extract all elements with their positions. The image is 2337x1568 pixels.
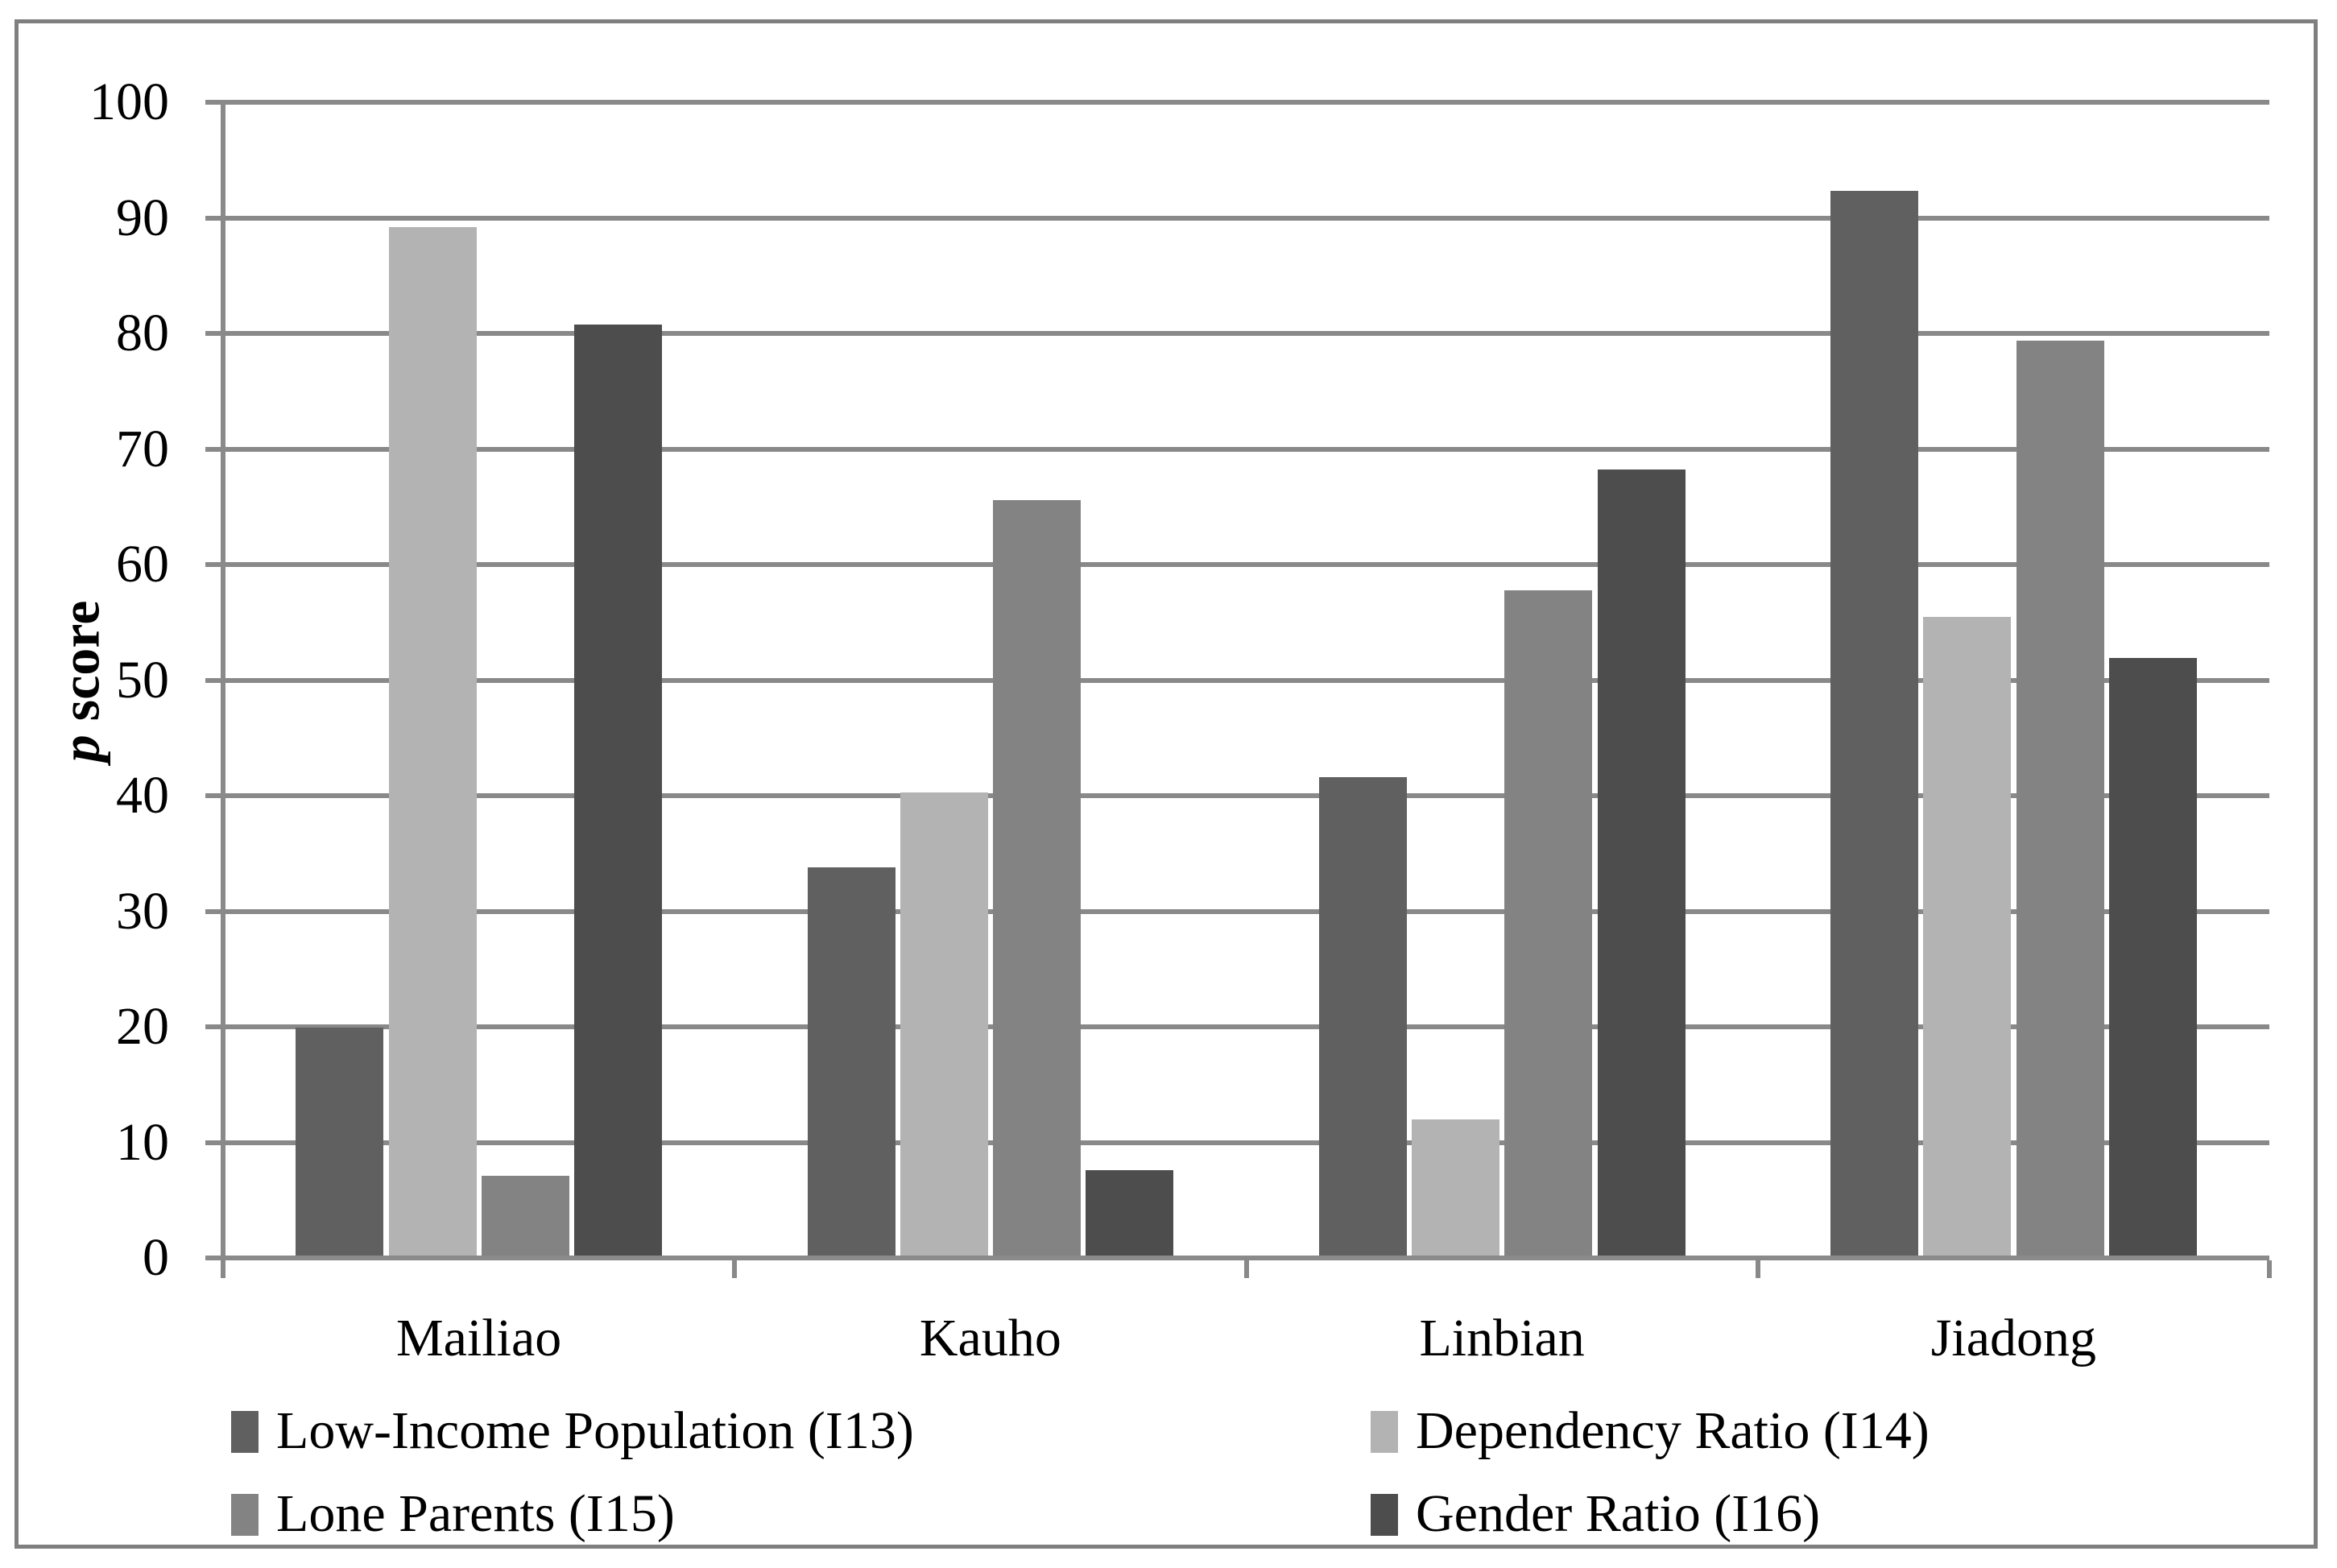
y-tick-label-10: 10 [116,1112,169,1172]
y-axis-tick-80 [205,331,223,336]
bar-linbian-i15 [1504,590,1593,1256]
bar-mailiao-i16 [574,324,662,1256]
gridline-20 [223,1024,2269,1029]
y-axis-title-regular-part: score [49,600,111,735]
y-axis-title-italic-part: p [49,734,111,763]
category-label-mailiao: Mailiao [395,1309,562,1367]
y-tick-label-0: 0 [143,1228,169,1287]
y-axis-title: p score [49,601,113,763]
category-label-linbian: Linbian [1419,1309,1585,1367]
bar-jiadong-i14 [1923,616,2012,1256]
gridline-40 [223,793,2269,798]
bar-kauho-i14 [900,792,988,1256]
legend-label-i13: Low-Income Population (I13) [276,1401,914,1460]
y-tick-label-90: 90 [116,188,169,247]
gridline-80 [223,331,2269,336]
bar-linbian-i16 [1597,470,1686,1256]
gridline-90 [223,215,2269,221]
y-axis-tick-90 [205,215,223,221]
y-axis-tick-10 [205,1140,223,1145]
gridline-70 [223,446,2269,452]
x-axis-boundary-tick-2 [1243,1260,1249,1278]
y-tick-label-80: 80 [116,304,169,362]
y-axis-tick-70 [205,446,223,452]
bar-kauho-i16 [1086,1169,1174,1256]
x-axis-boundary-tick-3 [1755,1260,1760,1278]
legend-swatch-i16 [1371,1494,1398,1536]
y-axis-tick-40 [205,793,223,798]
gridline-50 [223,677,2269,683]
bar-mailiao-i13 [296,1028,384,1256]
y-axis-tick-60 [205,562,223,567]
y-axis-line [221,100,225,1275]
category-label-kauho: Kauho [919,1309,1061,1367]
bar-mailiao-i15 [481,1176,569,1256]
x-axis-line [205,1256,2269,1260]
legend-swatch-i13 [231,1411,259,1453]
y-tick-label-70: 70 [116,419,169,478]
gridline-100 [223,100,2269,105]
x-axis-boundary-tick-1 [732,1260,738,1278]
bar-kauho-i15 [993,499,1081,1256]
gridline-10 [223,1140,2269,1145]
legend-swatch-i14 [1371,1411,1398,1453]
y-tick-label-40: 40 [116,766,169,825]
legend-swatch-i15 [231,1494,259,1536]
gridline-30 [223,908,2269,914]
y-tick-label-20: 20 [116,997,169,1056]
bar-jiadong-i16 [2108,658,2197,1256]
legend-item-i16: Gender Ratio (I16) [1371,1482,1820,1546]
y-tick-label-30: 30 [116,881,169,941]
bar-mailiao-i14 [388,226,477,1256]
legend-label-i15: Lone Parents (I15) [276,1484,675,1543]
y-axis-tick-20 [205,1024,223,1029]
y-axis-tick-50 [205,677,223,683]
y-tick-label-50: 50 [116,650,169,710]
legend-item-i14: Dependency Ratio (I14) [1371,1399,1930,1463]
bar-jiadong-i15 [2016,340,2104,1256]
x-axis-boundary-tick-4 [2267,1260,2272,1278]
x-axis-boundary-tick-0 [221,1260,225,1278]
y-axis-tick-100 [205,100,223,105]
bar-jiadong-i13 [1830,191,1918,1256]
gridline-60 [223,562,2269,567]
legend-item-i13: Low-Income Population (I13) [231,1399,914,1463]
y-axis-tick-30 [205,908,223,914]
bar-linbian-i13 [1318,777,1407,1256]
category-label-jiadong: Jiadong [1930,1309,2097,1367]
y-tick-label-100: 100 [89,72,169,131]
legend-item-i15: Lone Parents (I15) [231,1482,675,1546]
y-tick-label-60: 60 [116,535,169,594]
bar-linbian-i14 [1412,1119,1499,1256]
legend-label-i16: Gender Ratio (I16) [1416,1484,1821,1543]
legend-label-i14: Dependency Ratio (I14) [1416,1401,1930,1460]
bar-kauho-i13 [807,867,896,1256]
